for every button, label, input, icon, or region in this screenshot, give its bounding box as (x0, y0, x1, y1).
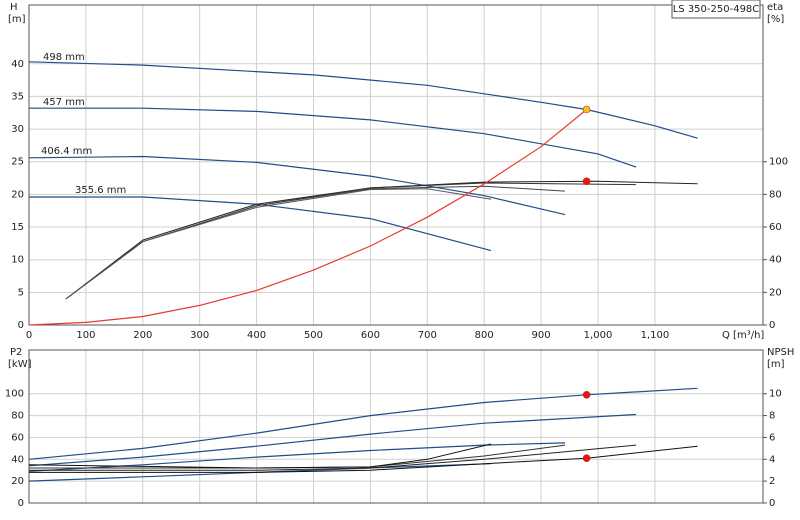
y2-axis-label: NPSH (767, 347, 794, 358)
y-tick-label: 40 (11, 454, 24, 465)
y-tick-label: 5 (18, 287, 24, 298)
y-tick-label: 10 (11, 255, 24, 266)
x-tick-label: 400 (247, 330, 266, 341)
y-tick-label: 80 (11, 411, 24, 422)
y-axis-label: H (10, 2, 18, 13)
y-tick-label: 35 (11, 91, 24, 102)
curve (65, 182, 637, 300)
y-tick-label: 25 (11, 157, 24, 168)
y-tick-label: 20 (11, 476, 24, 487)
duty-point (582, 177, 591, 186)
y-axis-label: P2 (10, 347, 22, 358)
duty-point (582, 391, 591, 399)
y2-tick-label: 20 (769, 287, 782, 298)
curve (28, 61, 698, 139)
x-tick-label: 300 (190, 330, 209, 341)
duty-point (582, 454, 591, 462)
curve-label: 498 mm (43, 52, 85, 63)
y2-tick-label: 60 (769, 222, 782, 233)
y2-tick-label: 4 (769, 454, 775, 465)
curve (65, 188, 492, 300)
x-tick-label: 700 (418, 330, 437, 341)
curve (28, 413, 637, 467)
y2-tick-label: 6 (769, 432, 775, 443)
curve-label: 355.6 mm (75, 185, 126, 196)
plot-frame (28, 349, 764, 504)
curve (28, 155, 566, 216)
y-tick-label: 40 (11, 59, 24, 70)
curve (29, 445, 698, 473)
x-tick-label: 600 (361, 330, 380, 341)
y-tick-label: 15 (11, 222, 24, 233)
curve (29, 444, 637, 471)
x-tick-label: 900 (532, 330, 551, 341)
y2-tick-label: 80 (769, 189, 782, 200)
plot-frame (28, 4, 764, 326)
x-tick-label: 1,000 (584, 330, 613, 341)
y2-tick-label: 8 (769, 411, 775, 422)
y2-tick-label: 10 (769, 389, 782, 400)
y-tick-label: 100 (5, 389, 24, 400)
x-tick-label: 800 (475, 330, 494, 341)
y-tick-label: 60 (11, 432, 24, 443)
duty-point (582, 105, 591, 114)
y-tick-label: 20 (11, 189, 24, 200)
y2-tick-label: 0 (769, 498, 775, 509)
y-tick-label: 30 (11, 124, 24, 135)
x-axis-label: Q [m³/h] (722, 330, 764, 341)
x-tick-label: 200 (133, 330, 152, 341)
y-axis-unit: [kW] (8, 359, 32, 370)
curve (28, 443, 492, 469)
x-tick-label: 500 (304, 330, 323, 341)
curve-label: 406.4 mm (41, 146, 92, 157)
y2-tick-label: 2 (769, 476, 775, 487)
x-tick-label: 0 (26, 330, 32, 341)
title-box (671, 0, 761, 19)
y2-tick-label: 40 (769, 255, 782, 266)
y2-tick-label: 0 (769, 320, 775, 331)
x-tick-label: 1,100 (641, 330, 670, 341)
x-tick-label: 100 (76, 330, 95, 341)
y2-axis-unit: [m] (767, 359, 785, 370)
y-tick-label: 0 (18, 498, 24, 509)
curve (29, 107, 637, 168)
y2-axis-label: eta (767, 2, 783, 13)
curve-label: 457 mm (43, 97, 85, 108)
y2-tick-label: 100 (769, 157, 788, 168)
chart-title: LS 350-250-498C (673, 4, 760, 15)
y2-axis-unit: [%] (767, 14, 784, 25)
curve (28, 109, 587, 326)
y-axis-unit: [m] (8, 14, 26, 25)
y-tick-label: 0 (18, 320, 24, 331)
